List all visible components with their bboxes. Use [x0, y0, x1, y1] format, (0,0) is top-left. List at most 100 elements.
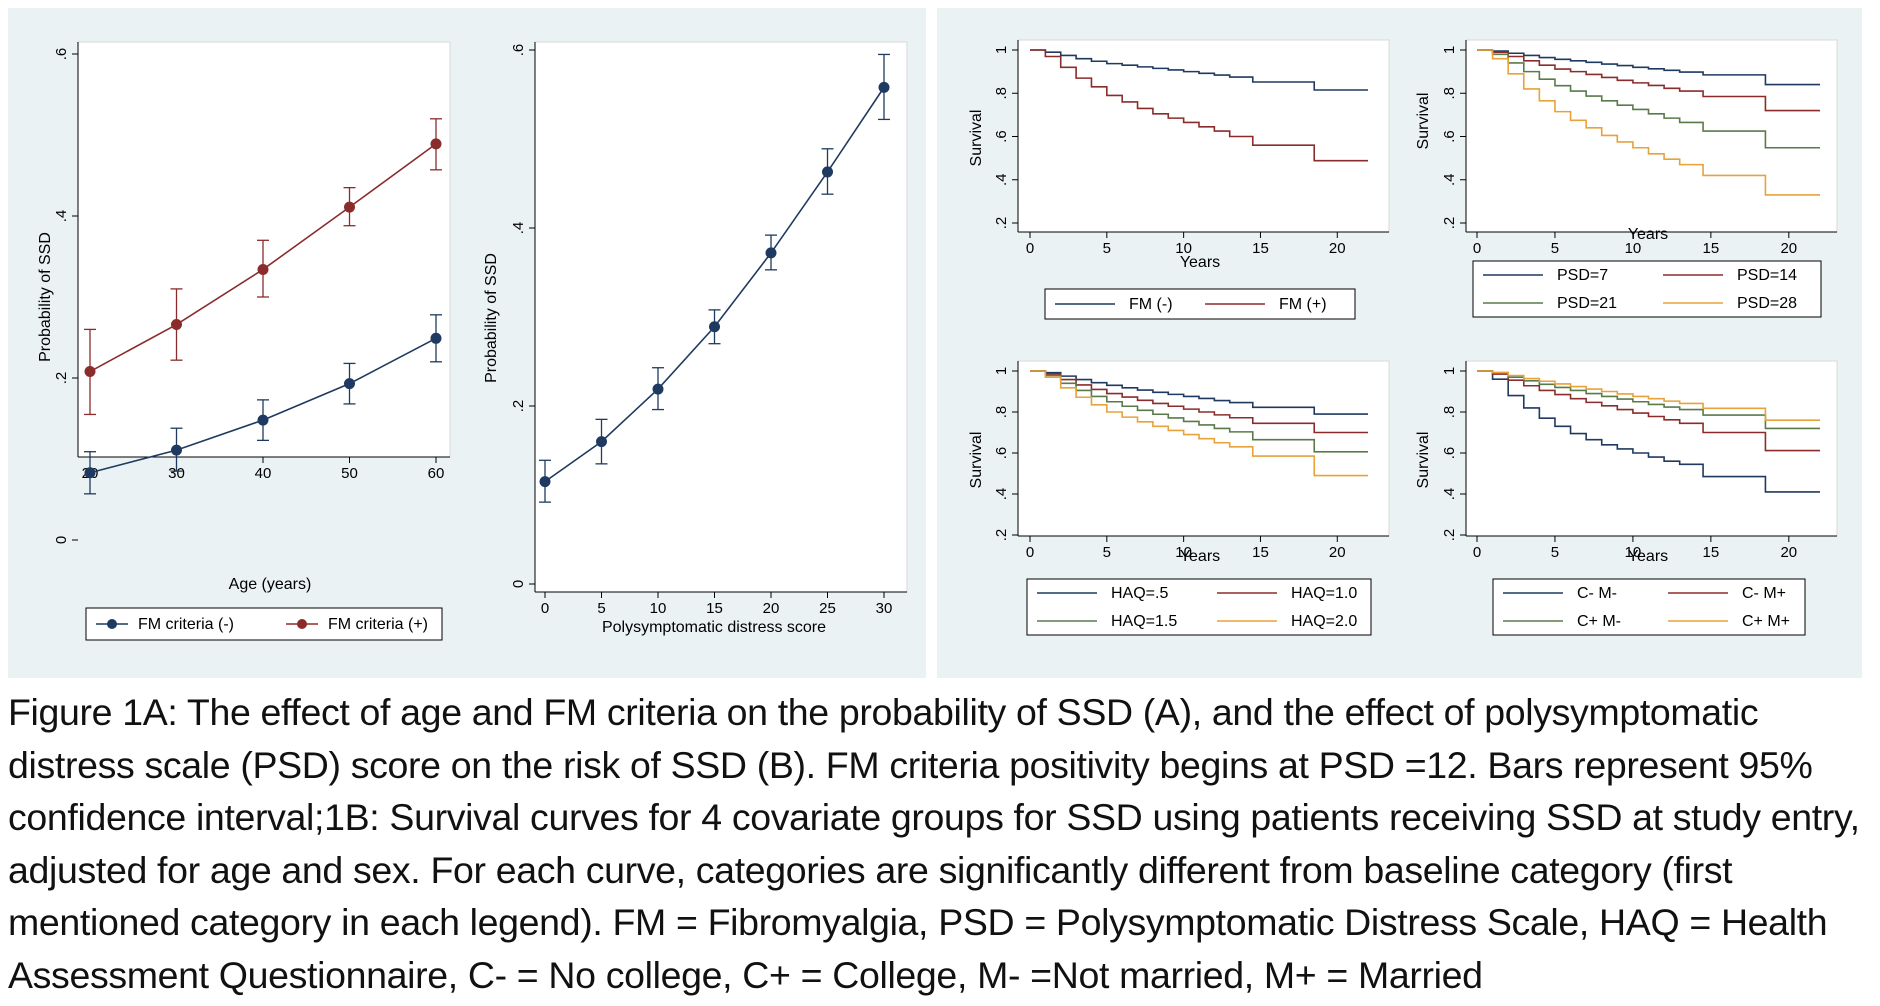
series-line [1477, 370, 1820, 430]
data-point [257, 263, 269, 275]
legend-label: HAQ=.5 [1111, 585, 1168, 602]
x-tick-label: 20 [1329, 544, 1346, 561]
series-line [1030, 49, 1368, 162]
x-tick-label: 10 [1175, 544, 1192, 561]
y-tick-label: 1 [1441, 46, 1458, 54]
legend-box [1472, 260, 1822, 318]
chart-b2: 0 5 10 15 20 .2 .4 .6 .8 1 Years Survival PSD=7 PSD=1… [1415, 39, 1838, 318]
series-psd-28 [1477, 49, 1820, 196]
legend-label: PSD=28 [1737, 295, 1797, 312]
legend-item: HAQ=2.0 [1217, 613, 1357, 630]
legend-marker [297, 619, 307, 629]
series-line [1477, 49, 1820, 86]
x-tick-label: 0 [541, 600, 549, 617]
x-tick-label: 0 [1473, 240, 1481, 257]
series-psd-7 [1477, 49, 1820, 86]
x-axis-label: Years [1180, 548, 1220, 565]
y-axis-label: Survival [968, 432, 985, 489]
series-line [1477, 370, 1820, 421]
series-psd-14 [1477, 49, 1820, 112]
series-haq-1-0 [1030, 370, 1368, 434]
data-point [430, 138, 442, 150]
legend-label: PSD=14 [1737, 267, 1797, 284]
legend-label: HAQ=1.0 [1291, 585, 1357, 602]
x-tick-label: 60 [428, 465, 445, 482]
chart-a2: 0 5 10 15 20 25 30 0 .2 .4 .6 Polysymptomatic distr… [483, 41, 908, 636]
legend-label: C- M+ [1742, 585, 1786, 602]
y-tick-label: .8 [1441, 87, 1458, 100]
legend: FM criteria (-) FM criteria (+) [85, 607, 443, 641]
y-tick-label: .4 [993, 173, 1010, 186]
y-tick-label: 0 [510, 580, 527, 588]
y-tick-label: .8 [993, 406, 1010, 419]
y-tick-label: .6 [1441, 130, 1458, 143]
data-point [344, 378, 355, 390]
x-tick-label: 5 [1551, 240, 1559, 257]
x-tick-label: 20 [1780, 240, 1797, 257]
y-tick-label: .6 [1441, 447, 1458, 460]
legend-item: C- M- [1503, 585, 1617, 602]
legend-box [1492, 578, 1806, 636]
x-tick-label: 30 [876, 600, 893, 617]
y-tick-label: .2 [53, 372, 70, 385]
legend-label: PSD=7 [1557, 267, 1608, 284]
legend-item: PSD=14 [1663, 267, 1797, 284]
y-tick-label: .2 [993, 217, 1010, 230]
series-line [1477, 49, 1820, 196]
legend-item: HAQ=1.5 [1037, 613, 1177, 630]
legend-label: C+ M+ [1742, 613, 1790, 630]
legend: FM (-) FM (+) [1044, 288, 1356, 320]
x-tick-label: 30 [168, 465, 185, 482]
y-tick-label: .2 [1441, 217, 1458, 230]
data-point [709, 321, 720, 333]
legend-label: PSD=21 [1557, 295, 1617, 312]
series-line [1477, 370, 1820, 452]
y-tick-label: .2 [510, 400, 527, 413]
y-axis-label: Survival [968, 110, 985, 167]
series-fm-criteria- [84, 118, 442, 416]
y-tick-label: .8 [1441, 406, 1458, 419]
legend-item: FM criteria (+) [286, 616, 428, 633]
series-line [1030, 370, 1368, 477]
data-point [171, 444, 182, 456]
legend: HAQ=.5 HAQ=1.0 HAQ=1.5 HAQ=2.0 [1026, 578, 1372, 636]
data-point [539, 476, 551, 488]
legend-label: HAQ=1.5 [1111, 613, 1177, 630]
y-tick-label: .2 [1441, 529, 1458, 542]
y-tick-label: .6 [993, 447, 1010, 460]
data-point [84, 366, 96, 378]
x-axis-label: Years [1180, 254, 1220, 271]
x-tick-label: 50 [341, 465, 358, 482]
legend-label: FM (+) [1279, 296, 1327, 313]
x-tick-label: 0 [1026, 240, 1034, 257]
y-axis-label: Probability of SSD [483, 253, 500, 383]
legend-item: FM criteria (-) [96, 616, 234, 633]
series-line [1030, 370, 1368, 415]
series-haq-2-0 [1030, 370, 1368, 477]
series-line [1477, 49, 1820, 149]
data-point [822, 166, 833, 178]
data-point [765, 247, 777, 259]
legend-label: FM criteria (-) [138, 616, 234, 633]
series-haq-1-5 [1030, 370, 1368, 453]
legend-item: FM (+) [1205, 296, 1327, 313]
y-tick-label: .4 [510, 222, 527, 235]
y-tick-label: .8 [993, 87, 1010, 100]
series-psd-21 [1477, 49, 1820, 149]
legend: PSD=7 PSD=14 PSD=21 PSD=28 [1472, 260, 1822, 318]
x-tick-label: 15 [1252, 240, 1269, 257]
series-psd [539, 53, 890, 503]
x-tick-label: 10 [1625, 544, 1642, 561]
y-tick-label: .4 [53, 210, 70, 223]
series-c-m- [1477, 370, 1820, 421]
series-haq-5 [1030, 370, 1368, 415]
x-tick-label: 15 [1252, 544, 1269, 561]
x-tick-label: 20 [1780, 544, 1797, 561]
chart-b4: 0 5 10 15 20 .2 .4 .6 .8 1 Years Survival C- M- C- M+… [1415, 360, 1838, 636]
series-line [1030, 49, 1368, 91]
x-tick-label: 40 [255, 465, 272, 482]
x-tick-label: 5 [597, 600, 605, 617]
series-fm- [1030, 49, 1368, 162]
